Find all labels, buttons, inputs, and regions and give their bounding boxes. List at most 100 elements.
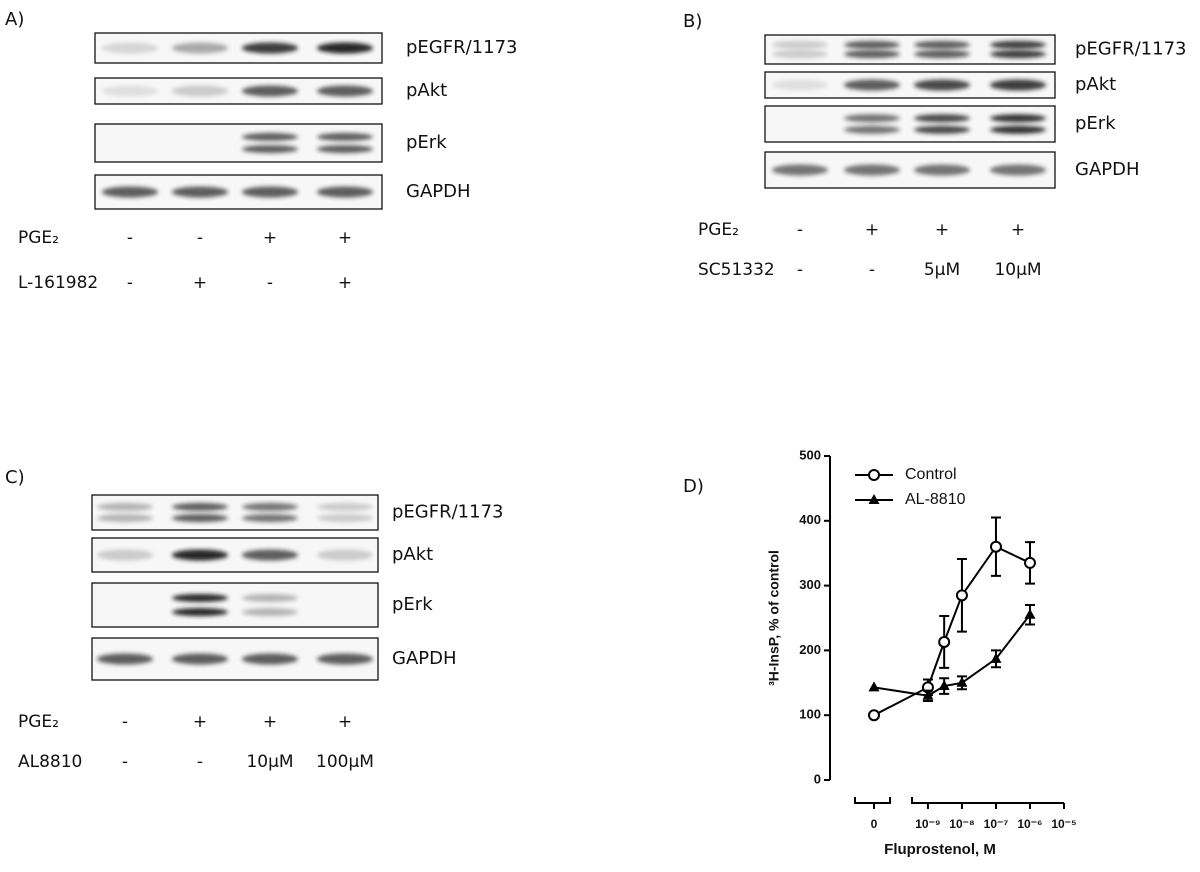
y-tick-label: 100 (799, 707, 821, 722)
condition-value: - (797, 220, 803, 240)
band (172, 42, 228, 54)
condition-value: - (267, 273, 273, 293)
band (97, 549, 153, 561)
band (242, 42, 298, 54)
condition-value: + (193, 273, 207, 293)
condition-value: + (338, 228, 352, 248)
row-label: pEGFR/1173 (406, 37, 517, 58)
condition-value: - (127, 273, 133, 293)
condition-value: + (865, 220, 879, 240)
point (868, 681, 880, 692)
condition-value: - (869, 260, 875, 280)
condition-value: - (122, 712, 128, 732)
band (914, 164, 970, 176)
band (172, 653, 228, 665)
x-tick-label: 10⁻⁹ (915, 817, 940, 831)
band (317, 132, 373, 141)
x-tick-label: 0 (871, 817, 878, 831)
row-label: pErk (1075, 113, 1116, 134)
band (317, 514, 373, 523)
blot-strip (764, 105, 1056, 143)
band (172, 514, 228, 523)
condition-value: - (122, 752, 128, 772)
chart: D) 0 100 200 300 400 500 ³H-InsP, % of control 0… (683, 447, 1077, 858)
condition-value: + (338, 273, 352, 293)
band (172, 593, 228, 602)
panel-label: B) (683, 11, 702, 32)
point (989, 540, 1002, 553)
condition-value: + (1011, 220, 1025, 240)
band (102, 85, 158, 97)
band (844, 125, 900, 134)
row-label: GAPDH (406, 181, 471, 202)
row-label: pEGFR/1173 (1075, 39, 1186, 60)
band (242, 186, 298, 198)
y-tick-label: 400 (799, 512, 821, 527)
condition-value: + (263, 228, 277, 248)
condition-name: SC51332 (698, 260, 775, 280)
point (1023, 556, 1036, 569)
condition-name: PGE₂ (18, 228, 59, 248)
x-tick-label: 10⁻⁵ (1051, 817, 1076, 831)
band (914, 125, 970, 134)
band (914, 50, 970, 59)
y-tick-label: 500 (799, 447, 821, 462)
point (990, 652, 1002, 663)
band (97, 502, 153, 511)
point (1024, 608, 1036, 619)
condition-value: + (935, 220, 949, 240)
band (242, 608, 298, 617)
y-axis-label: ³H-InsP, % of control (766, 550, 782, 686)
band (317, 145, 373, 154)
band (914, 79, 970, 91)
band (772, 164, 828, 176)
band (990, 125, 1046, 134)
band (242, 145, 298, 154)
panel-label: C) (5, 467, 25, 488)
band (317, 653, 373, 665)
band (844, 50, 900, 59)
x-axis-zero-segment (854, 797, 891, 804)
row-label: pAkt (406, 80, 447, 101)
condition-value: 10μM (994, 260, 1041, 280)
band (844, 114, 900, 123)
band (172, 549, 228, 561)
blot-strip (91, 494, 379, 531)
band (172, 85, 228, 97)
band (242, 514, 298, 523)
band (242, 549, 298, 561)
band (990, 40, 1046, 49)
band (317, 85, 373, 97)
y-tick-label: 300 (799, 577, 821, 592)
x-axis-log-segment (911, 797, 1064, 804)
condition-value: + (338, 712, 352, 732)
condition-value: - (197, 752, 203, 772)
band (772, 50, 828, 59)
panel-label: A) (5, 9, 24, 30)
legend-label: AL-8810 (905, 491, 966, 508)
row-label: pErk (392, 594, 433, 615)
condition-name: PGE₂ (18, 712, 59, 732)
band (97, 514, 153, 523)
point (868, 709, 880, 722)
legend-marker (868, 494, 880, 504)
row-label: pAkt (392, 544, 433, 565)
condition-value: + (263, 712, 277, 732)
row-label: GAPDH (392, 648, 457, 669)
blot-strip (91, 582, 379, 628)
point (955, 589, 968, 602)
band (990, 50, 1046, 59)
point (938, 680, 950, 691)
blot-panels: A) pEGFR/1173 pAkt pErk GAPDH PGE₂ - - + + L-16198… (5, 9, 1186, 772)
blot-strip (94, 123, 383, 163)
blot-strip (764, 34, 1056, 65)
condition-value: + (193, 712, 207, 732)
band (844, 164, 900, 176)
band (242, 85, 298, 97)
legend-marker (868, 469, 880, 481)
band (172, 186, 228, 198)
condition-value: 100μM (316, 752, 374, 772)
point (938, 635, 951, 648)
band (844, 40, 900, 49)
